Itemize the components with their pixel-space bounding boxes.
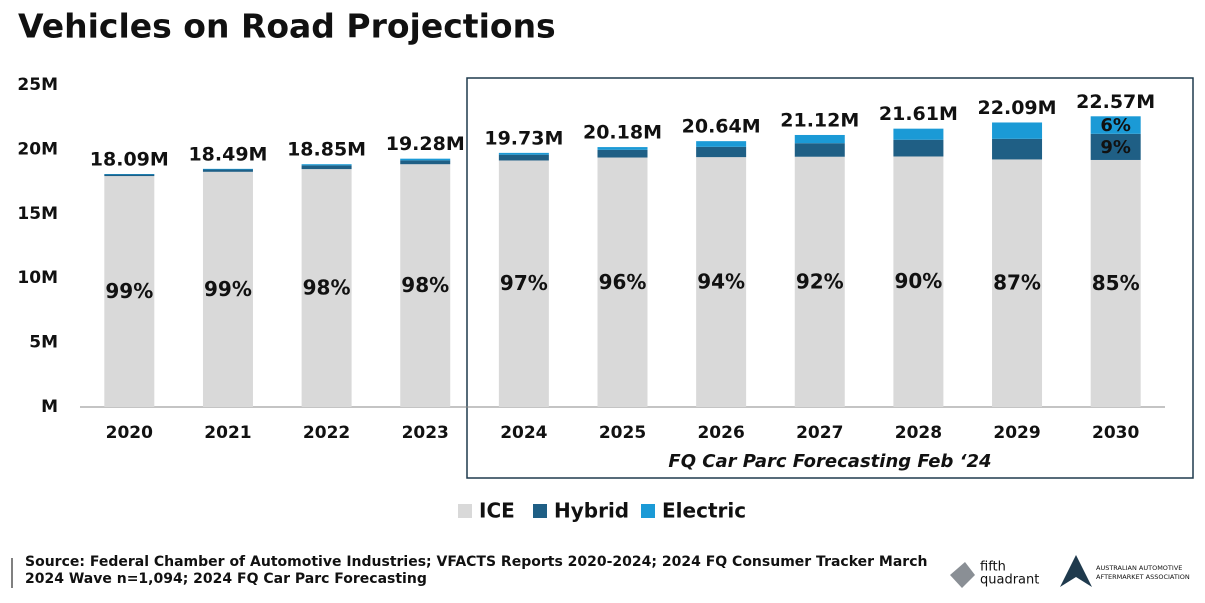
x-tick-label: 2027 <box>796 423 843 443</box>
bar-segment <box>202 168 253 170</box>
y-tick-label: 5M <box>29 333 58 353</box>
bar-segment <box>498 154 549 161</box>
bar-segment <box>794 134 845 144</box>
legend-label: Hybrid <box>554 499 629 523</box>
x-tick-label: 2021 <box>204 423 251 443</box>
x-tick-label: 2026 <box>697 423 744 443</box>
total-label: 20.18M <box>583 122 662 144</box>
total-label: 20.64M <box>682 116 761 138</box>
y-tick-label: 15M <box>17 204 58 224</box>
logo-text: fifth <box>980 560 1006 575</box>
x-tick-label: 2025 <box>599 423 646 443</box>
legend-label: ICE <box>479 499 515 523</box>
bar-segment <box>498 152 549 155</box>
bar-segment <box>498 160 549 407</box>
source-text: 2024 Wave n=1,094; 2024 FQ Car Parc Fore… <box>25 571 427 587</box>
y-tick-label: M <box>41 397 58 417</box>
legend-swatch <box>533 504 547 518</box>
bar-segment <box>400 158 451 161</box>
bar-segment <box>301 169 352 407</box>
y-tick-label: 10M <box>17 268 58 288</box>
share-label: 6% <box>1100 115 1131 136</box>
legend-swatch <box>641 504 655 518</box>
total-label: 18.85M <box>287 139 366 161</box>
share-label: 94% <box>697 270 745 294</box>
bar-segment <box>1090 159 1141 407</box>
total-label: 18.49M <box>188 143 267 165</box>
x-tick-label: 2024 <box>500 423 547 443</box>
x-tick-label: 2023 <box>402 423 449 443</box>
share-label: 87% <box>993 271 1041 295</box>
total-label: 19.28M <box>386 133 465 155</box>
x-tick-label: 2028 <box>895 423 942 443</box>
bar-segment <box>202 169 253 172</box>
logo-icon <box>950 562 975 588</box>
logo-text: AFTERMARKET ASSOCIATION <box>1096 573 1190 581</box>
bar-segment <box>1090 133 1141 160</box>
bar-segment <box>301 164 352 166</box>
bar-segment <box>104 174 155 175</box>
logo-icon <box>1060 555 1092 587</box>
share-label: 90% <box>894 269 942 293</box>
share-label: 98% <box>401 273 449 297</box>
x-tick-label: 2029 <box>993 423 1040 443</box>
bar-segment <box>794 156 845 407</box>
bar-segment <box>992 122 1043 139</box>
legend-label: Electric <box>662 499 746 523</box>
bar-segment <box>597 147 648 150</box>
share-label: 98% <box>303 276 351 300</box>
bar-segment <box>597 157 648 407</box>
share-label: 9% <box>1100 137 1131 158</box>
x-tick-label: 2022 <box>303 423 350 443</box>
bar-segment <box>696 157 747 407</box>
bar-segment <box>104 176 155 407</box>
bar-segment <box>1090 116 1141 134</box>
y-tick-label: 25M <box>17 75 58 95</box>
bar-segment <box>992 159 1043 407</box>
source-text: Source: Federal Chamber of Automotive In… <box>25 554 927 570</box>
bar-segment <box>597 149 648 158</box>
logo-text: quadrant <box>980 573 1039 588</box>
bar-segment <box>301 165 352 170</box>
bar-segment <box>794 143 845 157</box>
bar-segment <box>202 171 253 407</box>
bar-segment <box>104 174 155 177</box>
legend-swatch <box>458 504 472 518</box>
share-label: 99% <box>105 279 153 303</box>
total-label: 18.09M <box>90 149 169 171</box>
share-label: 99% <box>204 277 252 301</box>
bar-segment <box>893 139 944 157</box>
chart-title: Vehicles on Road Projections <box>18 7 556 46</box>
share-label: 85% <box>1092 271 1140 295</box>
bar-segment <box>400 164 451 407</box>
annotation: FQ Car Parc Forecasting Feb ‘24 <box>668 451 991 472</box>
share-label: 97% <box>500 271 548 295</box>
share-label: 92% <box>796 269 844 293</box>
total-label: 22.57M <box>1076 91 1155 113</box>
x-tick-label: 2030 <box>1092 423 1139 443</box>
total-label: 21.61M <box>879 103 958 125</box>
bar-segment <box>893 156 944 407</box>
share-label: 96% <box>599 270 647 294</box>
logo-text: AUSTRALIAN AUTOMOTIVE <box>1096 564 1182 572</box>
forecast-box <box>466 77 1194 479</box>
bar-segment <box>696 146 747 158</box>
bar-segment <box>893 128 944 140</box>
bar-segment <box>696 141 747 147</box>
total-label: 22.09M <box>978 97 1057 119</box>
x-tick-label: 2020 <box>106 423 153 443</box>
total-label: 19.73M <box>484 127 563 149</box>
bar-segment <box>992 138 1043 160</box>
total-label: 21.12M <box>780 109 859 131</box>
bar-segment <box>400 160 451 165</box>
y-tick-label: 20M <box>17 139 58 159</box>
